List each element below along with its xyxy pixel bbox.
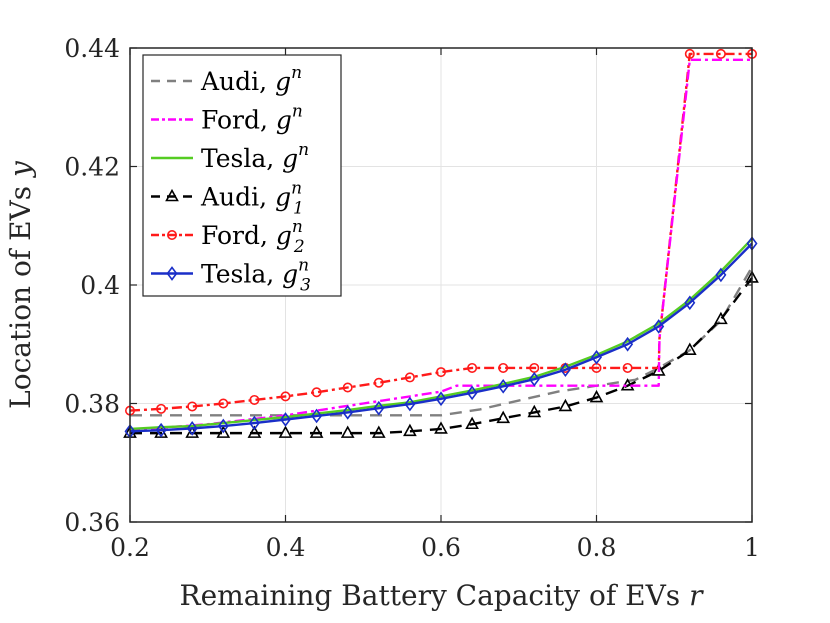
series-2	[129, 237, 753, 431]
data-point	[715, 267, 727, 283]
data-point	[404, 396, 416, 412]
data-point	[186, 421, 198, 436]
data-point	[714, 311, 728, 325]
data-point	[467, 362, 478, 373]
legend-swatch-marker	[167, 230, 178, 241]
data-point	[497, 378, 509, 394]
data-point	[216, 425, 231, 438]
legend-item: Audi, gn	[151, 63, 302, 96]
data-point	[496, 410, 511, 424]
legend-label: Tesla, gn 3	[201, 256, 311, 296]
y-tick-label: 0.36	[64, 508, 120, 537]
data-point	[466, 385, 478, 401]
data-point	[465, 416, 479, 430]
data-point	[185, 425, 200, 438]
legend-item: Ford, gn	[151, 102, 303, 135]
data-point	[498, 362, 509, 373]
legend-label: Audi, gn 1	[200, 179, 304, 219]
x-tick-label: 1	[744, 533, 760, 562]
series-line	[129, 237, 753, 431]
data-point	[373, 400, 385, 416]
data-point	[435, 391, 447, 407]
x-tick-label: 0.2	[110, 533, 150, 562]
series-5	[124, 236, 758, 439]
data-point	[156, 403, 167, 414]
data-point	[342, 382, 353, 393]
data-point	[249, 394, 260, 405]
legend-item: Tesla, gn	[151, 140, 309, 173]
data-point	[527, 404, 542, 418]
y-tick-label: 0.44	[64, 34, 120, 63]
data-point	[311, 408, 323, 424]
legend-swatch-marker	[165, 188, 179, 202]
data-point	[340, 425, 355, 438]
data-point	[435, 367, 446, 378]
data-point	[558, 398, 573, 412]
data-point	[187, 401, 198, 412]
legend-label: Audi, gn	[200, 63, 302, 96]
data-point	[373, 377, 384, 388]
legend-item: Ford, gn 2	[151, 217, 305, 257]
legend-label: Tesla, gn	[201, 140, 309, 173]
data-point	[715, 48, 726, 59]
y-axis-label: Location of EVs y	[4, 160, 37, 409]
data-point	[591, 349, 602, 365]
data-point	[342, 405, 354, 420]
data-point	[218, 398, 229, 409]
data-point	[309, 425, 324, 438]
series-line	[129, 52, 752, 412]
data-point	[434, 421, 448, 434]
data-point	[371, 425, 386, 438]
x-tick-label: 0.8	[577, 533, 617, 562]
data-point	[248, 415, 260, 431]
data-point	[403, 423, 417, 437]
data-point	[280, 391, 291, 402]
y-tick-label: 0.38	[64, 390, 120, 419]
data-point	[311, 387, 322, 398]
data-point	[651, 363, 666, 376]
data-point	[217, 418, 229, 434]
data-point	[622, 336, 634, 352]
legend-label: Ford, gn	[201, 102, 303, 135]
data-point	[247, 425, 262, 438]
data-point	[278, 425, 293, 438]
data-point	[684, 48, 695, 59]
axis-ticks: 0.2 0.4 0.6 0.8 1 0.36 0.38 0.4 0.42 0.44	[64, 34, 760, 562]
legend-item: Audi, gn 1	[151, 179, 304, 219]
legend: Audi, gn Ford, gn Tesla, gn Audi, gn 1Ford, …	[142, 54, 342, 297]
series-line	[130, 277, 753, 435]
y-tick-label: 0.4	[80, 271, 120, 300]
y-tick-label: 0.42	[64, 153, 120, 182]
legend-box	[142, 54, 342, 297]
x-tick-label: 0.4	[266, 533, 306, 562]
data-point	[682, 342, 697, 355]
data-point	[653, 319, 665, 334]
data-point	[404, 372, 415, 383]
data-point	[559, 362, 571, 378]
series-line	[129, 242, 753, 433]
data-point	[684, 295, 696, 311]
data-point	[280, 412, 291, 427]
data-point	[622, 362, 633, 373]
data-point	[589, 389, 604, 403]
data-point	[528, 371, 540, 387]
series-1	[129, 58, 752, 432]
legend-item: Tesla, gn 3	[151, 256, 311, 296]
series-line	[129, 58, 752, 432]
legend-swatch-marker	[166, 266, 178, 281]
x-tick-label: 0.6	[421, 533, 461, 562]
x-axis-label: Remaining Battery Capacity of EVs r	[180, 579, 705, 612]
data-point	[155, 422, 167, 438]
legend-label: Ford, gn 2	[201, 217, 305, 257]
